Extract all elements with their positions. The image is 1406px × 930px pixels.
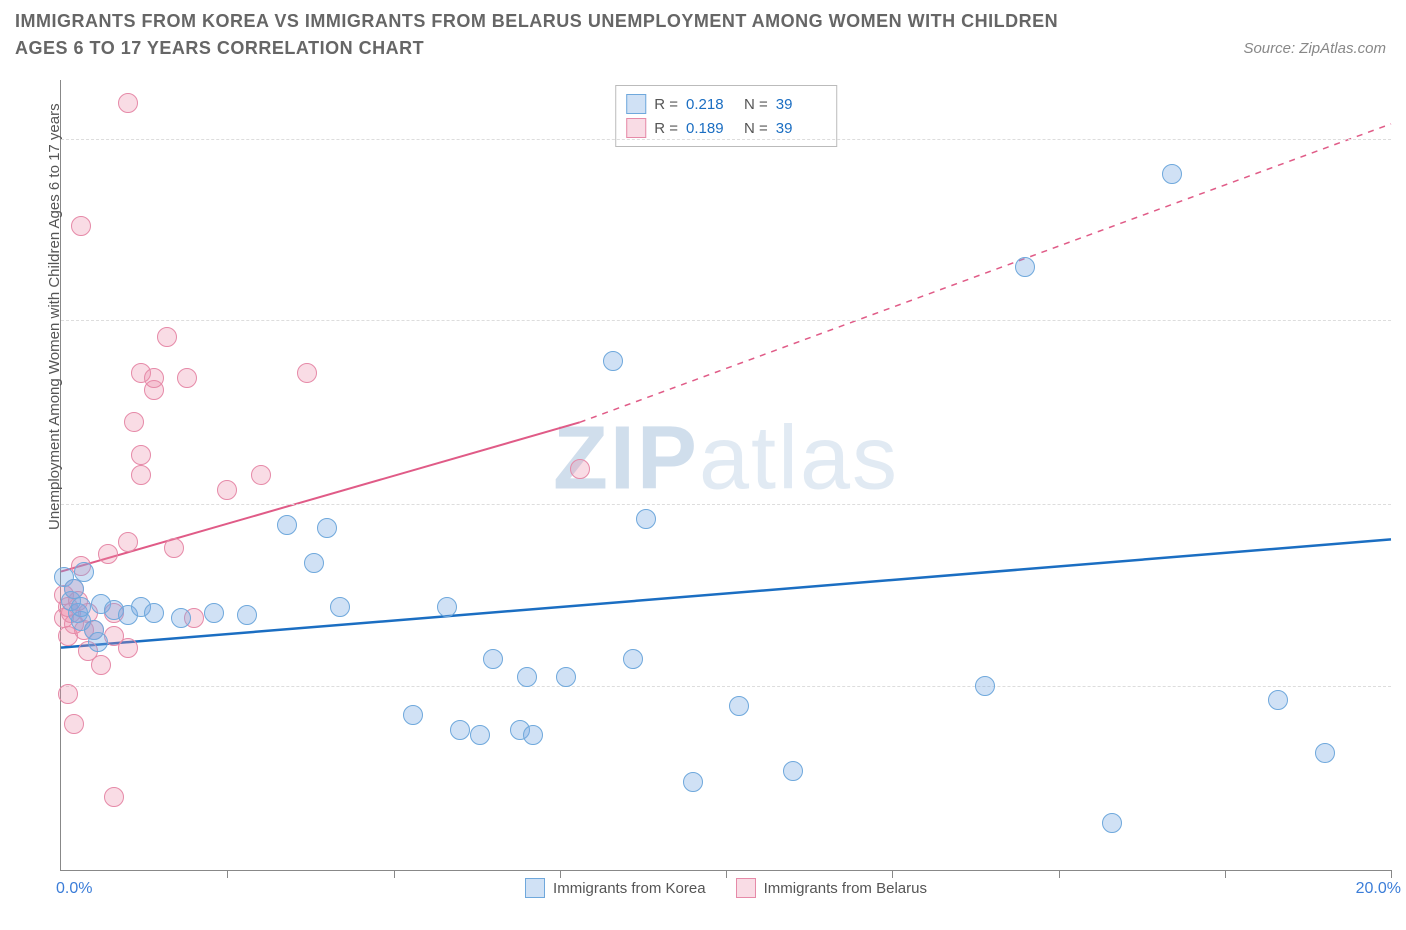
legend-label-belarus: Immigrants from Belarus (764, 880, 927, 897)
data-point (71, 216, 91, 236)
x-tick (726, 870, 727, 878)
x-axis-min-label: 0.0% (56, 880, 92, 898)
gridline (61, 139, 1391, 140)
data-point (131, 465, 151, 485)
data-point (237, 605, 257, 625)
legend-r-value-belarus: 0.189 (686, 120, 736, 137)
data-point (124, 412, 144, 432)
data-point (251, 465, 271, 485)
x-tick (1391, 870, 1392, 878)
data-point (304, 553, 324, 573)
data-point (636, 509, 656, 529)
data-point (104, 787, 124, 807)
data-point (570, 459, 590, 479)
legend-n-label: N = (744, 96, 768, 113)
legend-swatch-korea (525, 878, 545, 898)
data-point (450, 720, 470, 740)
series-legend: Immigrants from Korea Immigrants from Be… (61, 878, 1391, 898)
legend-label-korea: Immigrants from Korea (553, 880, 706, 897)
data-point (297, 363, 317, 383)
x-tick (394, 870, 395, 878)
data-point (729, 696, 749, 716)
data-point (330, 597, 350, 617)
data-point (157, 327, 177, 347)
data-point (683, 772, 703, 792)
legend-r-value-korea: 0.218 (686, 96, 736, 113)
data-point (204, 603, 224, 623)
legend-swatch-belarus (626, 118, 646, 138)
x-tick (892, 870, 893, 878)
legend-item-belarus: Immigrants from Belarus (736, 878, 927, 898)
data-point (1315, 743, 1335, 763)
chart-container: IMMIGRANTS FROM KOREA VS IMMIGRANTS FROM… (0, 0, 1406, 930)
data-point (98, 544, 118, 564)
data-point (437, 597, 457, 617)
legend-n-label: N = (744, 120, 768, 137)
legend-row-belarus: R = 0.189 N = 39 (626, 116, 826, 140)
data-point (74, 562, 94, 582)
data-point (403, 705, 423, 725)
legend-swatch-belarus (736, 878, 756, 898)
legend-r-label: R = (654, 120, 678, 137)
legend-r-label: R = (654, 96, 678, 113)
legend-n-value-belarus: 39 (776, 120, 826, 137)
data-point (470, 725, 490, 745)
data-point (1015, 257, 1035, 277)
source-label: Source: ZipAtlas.com (1243, 40, 1386, 57)
x-axis-max-label: 20.0% (1356, 880, 1401, 898)
data-point (58, 684, 78, 704)
data-point (144, 368, 164, 388)
data-point (1268, 690, 1288, 710)
data-point (118, 93, 138, 113)
data-point (164, 538, 184, 558)
data-point (603, 351, 623, 371)
data-point (91, 655, 111, 675)
data-point (483, 649, 503, 669)
legend-row-korea: R = 0.218 N = 39 (626, 92, 826, 116)
gridline (61, 686, 1391, 687)
gridline (61, 504, 1391, 505)
x-tick (1059, 870, 1060, 878)
data-point (975, 676, 995, 696)
data-point (783, 761, 803, 781)
data-point (317, 518, 337, 538)
data-point (623, 649, 643, 669)
data-point (1102, 813, 1122, 833)
data-point (88, 632, 108, 652)
data-point (118, 638, 138, 658)
data-point (131, 445, 151, 465)
data-point (144, 603, 164, 623)
legend-item-korea: Immigrants from Korea (525, 878, 706, 898)
x-tick (227, 870, 228, 878)
legend-swatch-korea (626, 94, 646, 114)
data-point (1162, 164, 1182, 184)
gridline (61, 320, 1391, 321)
data-point (217, 480, 237, 500)
data-point (71, 597, 91, 617)
data-point (177, 368, 197, 388)
data-point (64, 714, 84, 734)
data-point (277, 515, 297, 535)
data-point (517, 667, 537, 687)
x-tick (1225, 870, 1226, 878)
x-tick (560, 870, 561, 878)
data-point (523, 725, 543, 745)
data-point (118, 532, 138, 552)
data-point (556, 667, 576, 687)
chart-title: IMMIGRANTS FROM KOREA VS IMMIGRANTS FROM… (15, 8, 1115, 62)
data-point (171, 608, 191, 628)
legend-n-value-korea: 39 (776, 96, 826, 113)
plot-area: Unemployment Among Women with Children A… (60, 80, 1391, 871)
